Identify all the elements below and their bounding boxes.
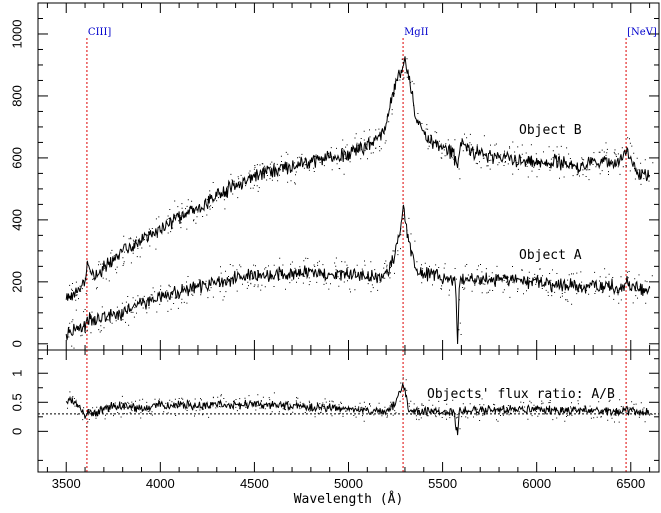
- annotation-flux-ratio: Objects' flux ratio: A/B: [427, 387, 615, 402]
- bottom-series-line-0: [65, 381, 650, 436]
- x-tick-label-4: 5500: [428, 476, 457, 491]
- x-tick-label-0: 3500: [52, 476, 81, 491]
- text-layer: CIII] MgII [NeV] 0 200 400 600 800 1000 0 0.5 1 3500…: [9, 20, 656, 507]
- x-tick-label-3: 5000: [334, 476, 363, 491]
- marker-label-2: [NeV]: [627, 27, 657, 38]
- top-panel-frame: [37, 2, 660, 351]
- top-noise-dots-1: [68, 217, 653, 349]
- annotation-object-b: Object B: [519, 123, 582, 138]
- series-layer: [65, 56, 651, 436]
- x-tick-label-2: 4500: [240, 476, 269, 491]
- annotation-object-a: Object A: [519, 248, 582, 263]
- x-tick-label-5: 6000: [522, 476, 551, 491]
- top-y-tick-label-1: 200: [9, 271, 24, 293]
- x-tick-label-1: 4000: [146, 476, 175, 491]
- bottom-y-tick-label-1: 0.5: [9, 393, 24, 411]
- noise-layer: [67, 58, 654, 430]
- top-series-line-1: [65, 204, 651, 345]
- top-y-tick-label-0: 0: [9, 340, 24, 347]
- bottom-y-tick-label-0: 0: [9, 428, 24, 435]
- axes-layer: [37, 2, 660, 473]
- top-noise-dots-0: [69, 58, 654, 301]
- marker-label-0: CIII]: [88, 27, 112, 38]
- marker-layer: [86, 38, 627, 472]
- top-y-tick-label-5: 1000: [9, 20, 24, 49]
- marker-label-1: MgII: [404, 27, 429, 38]
- bottom-y-tick-label-2: 1: [9, 370, 24, 377]
- top-y-tick-label-2: 400: [9, 209, 24, 231]
- x-tick-label-6: 6500: [616, 476, 645, 491]
- top-y-tick-label-3: 600: [9, 147, 24, 169]
- top-series-line-0: [65, 56, 651, 301]
- x-axis-title: Wavelength (Å): [294, 491, 404, 507]
- top-y-tick-label-4: 800: [9, 85, 24, 107]
